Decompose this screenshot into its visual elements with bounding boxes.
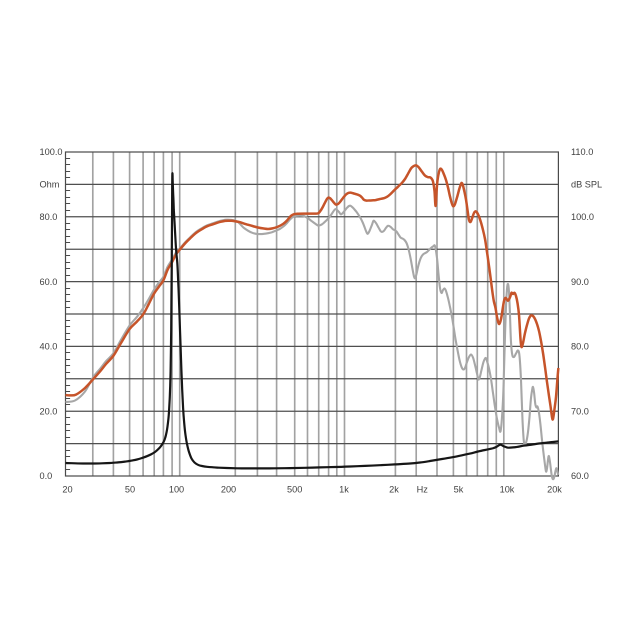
svg-text:10k: 10k: [500, 485, 515, 495]
svg-text:20k: 20k: [547, 485, 562, 495]
svg-text:40.0: 40.0: [40, 342, 58, 352]
svg-text:dB SPL: dB SPL: [571, 180, 602, 190]
svg-text:90.0: 90.0: [571, 277, 589, 287]
svg-text:20: 20: [62, 485, 72, 495]
svg-text:80.0: 80.0: [571, 342, 589, 352]
svg-text:110.0: 110.0: [571, 147, 593, 157]
svg-text:100.0: 100.0: [571, 212, 594, 222]
svg-text:70.0: 70.0: [571, 406, 589, 416]
svg-text:20.0: 20.0: [40, 406, 58, 416]
svg-text:500: 500: [287, 485, 302, 495]
svg-text:2k: 2k: [389, 485, 399, 495]
svg-text:Hz: Hz: [417, 485, 429, 495]
svg-text:100.0: 100.0: [40, 147, 63, 157]
svg-text:Ohm: Ohm: [40, 180, 60, 190]
svg-text:60.0: 60.0: [40, 277, 58, 287]
svg-text:1k: 1k: [339, 485, 349, 495]
svg-text:100: 100: [169, 485, 184, 495]
svg-text:80.0: 80.0: [40, 212, 58, 222]
svg-text:50: 50: [125, 485, 135, 495]
svg-text:0.0: 0.0: [40, 471, 53, 481]
svg-text:60.0: 60.0: [571, 471, 589, 481]
svg-text:200: 200: [221, 485, 236, 495]
svg-text:5k: 5k: [454, 485, 464, 495]
